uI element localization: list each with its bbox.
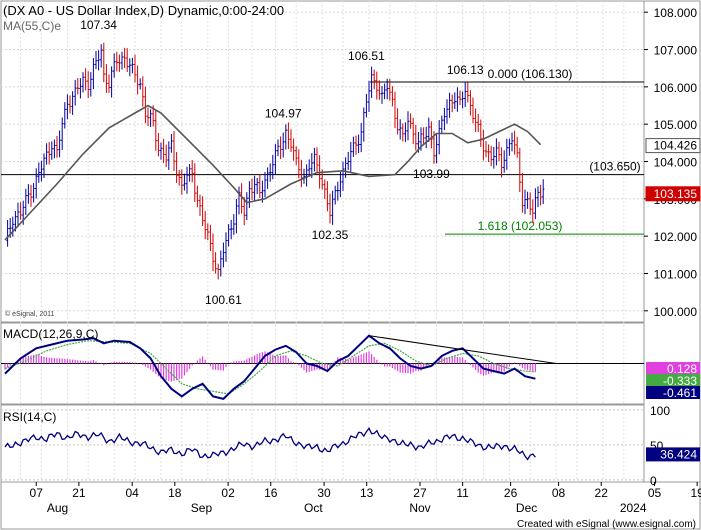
ma-line [4,104,542,241]
macd-value-label: -0.333 [663,374,697,388]
month-label: Sep [191,501,213,515]
macd-value-label: 0.128 [667,362,697,376]
price-tick-label: 104.000 [654,156,698,170]
month-label: 2024 [620,501,647,515]
date-tick-label: 04 [125,486,139,500]
price-axis-area [643,0,701,483]
price-value-label: 103.135 [654,187,698,201]
date-tick-label: 16 [264,486,278,500]
axis-layer: 108.000107.000106.000105.000104.000103.0… [30,6,701,515]
macd-title: MACD(12,26,9,C) [3,327,98,341]
price-tick-label: 102.000 [654,230,698,244]
date-tick-label: 30 [317,486,331,500]
rsi-layer [1,409,644,481]
month-label: Nov [409,501,430,515]
price-tick-label: 101.000 [654,267,698,281]
date-tick-label: 22 [595,486,609,500]
price-annotation: 103.99 [413,167,450,181]
macd-trendline [368,335,557,364]
price-tick-label: 107.000 [654,44,698,58]
price-annotation: 104.97 [265,106,302,120]
price-value-label: 104.426 [654,139,698,153]
grid-lines [1,1,644,482]
date-tick-label: 05 [648,486,662,500]
price-layer: 0.000 (106.130) (103.650) 1.618 (102.053) 1… [1,18,644,307]
macd-value-box [646,374,700,387]
macd-value-box [646,386,700,399]
price-tick-label: 105.000 [654,118,698,132]
date-axis-area [0,481,701,530]
ma-label: MA(55,C)e [3,19,61,33]
date-tick-label: 27 [413,486,427,500]
footer-source: Created with eSignal (www.esignal.com) [517,519,696,530]
copyright: © eSignal, 2011 [5,310,55,318]
date-tick-label: 11 [456,486,469,500]
price-annotation: 106.51 [348,49,385,63]
date-tick-label: 08 [552,486,566,500]
month-label: Aug [47,501,68,515]
level-label: 0.000 (106.130) [488,67,573,81]
month-label: Oct [304,501,323,515]
price-tick-label: 100.000 [654,305,698,319]
price-annotation: 107.34 [80,18,117,32]
rsi-title: RSI(14,C) [3,410,56,424]
macd-value-box [646,362,700,375]
price-tick-label: 108.000 [654,6,698,20]
rsi-value-box [646,447,700,462]
month-label: Dec [516,501,537,515]
level-label: (103.650) [589,160,640,174]
price-value-box [645,186,701,202]
rsi-tick-label: 100 [650,404,670,418]
chart-title: (DX A0 - US Dollar Index,D) Dynamic,0:00… [3,3,284,18]
price-annotation: 100.61 [205,293,242,307]
date-tick-label: 13 [360,486,374,500]
price-tick-label: 106.000 [654,81,698,95]
date-tick-label: 02 [221,486,235,500]
date-tick-label: 19 [690,486,701,500]
price-annotation: 106.13 [447,63,484,77]
rsi-value-label: 36.424 [660,447,697,461]
rsi-tick-label: 0 [650,474,657,488]
rsi-line [4,426,536,461]
date-tick-label: 21 [72,486,86,500]
macd-signal-line [4,340,536,395]
macd-line [4,334,536,401]
date-tick-label: 07 [30,486,44,500]
macd-value-label: -0.461 [663,386,697,400]
level-label: 1.618 (102.053) [478,219,563,233]
price-annotation: 102.35 [312,228,349,242]
date-tick-label: 26 [504,486,518,500]
price-value-box [645,138,701,154]
date-tick-label: 18 [168,486,182,500]
macd-layer [1,334,644,401]
